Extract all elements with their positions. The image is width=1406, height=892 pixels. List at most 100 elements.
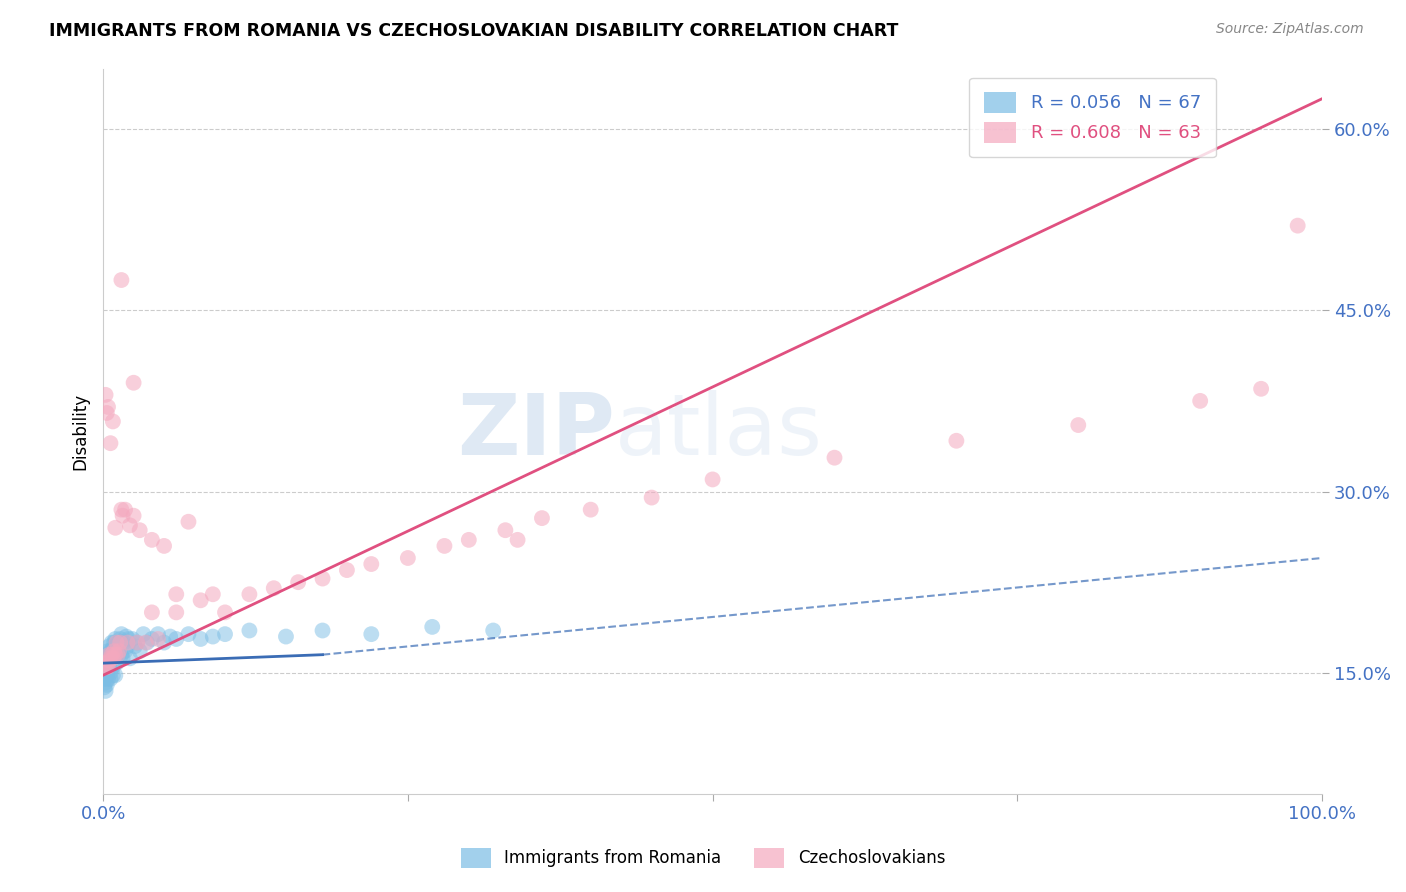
Point: [135, 635, 157, 649]
Point: [128, 644, 150, 658]
Point: [100, 651, 122, 665]
Point: [128, 523, 150, 537]
Point: [98, 660, 121, 674]
Point: [105, 639, 128, 653]
Point: [420, 620, 443, 634]
Point: [238, 587, 260, 601]
Point: [579, 502, 602, 516]
Point: [97, 660, 120, 674]
Point: [482, 624, 505, 638]
Point: [100, 672, 122, 686]
Point: [118, 518, 141, 533]
Point: [101, 641, 124, 656]
Point: [824, 450, 846, 465]
Point: [263, 581, 285, 595]
Point: [100, 644, 122, 658]
Point: [96, 660, 118, 674]
Point: [201, 630, 224, 644]
Point: [97, 672, 120, 686]
Point: [105, 656, 128, 670]
Point: [214, 627, 236, 641]
Point: [117, 639, 139, 653]
Point: [136, 635, 159, 649]
Text: Source: ZipAtlas.com: Source: ZipAtlas.com: [1216, 22, 1364, 37]
Point: [165, 632, 187, 646]
Point: [94, 654, 117, 668]
Point: [117, 635, 139, 649]
Point: [360, 557, 382, 571]
Point: [1189, 393, 1212, 408]
Point: [311, 624, 333, 638]
Point: [98, 654, 121, 668]
Point: [111, 651, 134, 665]
Point: [103, 648, 125, 662]
Point: [110, 273, 132, 287]
Legend: Immigrants from Romania, Czechoslovakians: Immigrants from Romania, Czechoslovakian…: [449, 837, 957, 880]
Point: [153, 539, 176, 553]
Point: [96, 406, 118, 420]
Point: [110, 502, 132, 516]
Point: [122, 508, 145, 523]
Point: [121, 632, 143, 646]
Point: [94, 675, 117, 690]
Point: [104, 668, 127, 682]
Point: [103, 635, 125, 649]
Point: [274, 630, 297, 644]
Point: [457, 533, 479, 547]
Point: [107, 635, 129, 649]
Text: ZIP: ZIP: [457, 390, 614, 473]
Point: [101, 660, 124, 674]
Point: [159, 630, 181, 644]
Point: [165, 606, 187, 620]
Point: [96, 664, 118, 678]
Point: [146, 627, 169, 641]
Point: [98, 639, 121, 653]
Point: [93, 681, 115, 695]
Point: [100, 651, 122, 665]
Point: [702, 472, 724, 486]
Point: [105, 635, 128, 649]
Point: [93, 660, 115, 674]
Point: [104, 632, 127, 646]
Point: [98, 648, 121, 662]
Point: [93, 668, 115, 682]
Point: [640, 491, 662, 505]
Point: [127, 635, 149, 649]
Point: [98, 654, 121, 668]
Point: [94, 656, 117, 670]
Point: [122, 376, 145, 390]
Point: [112, 635, 135, 649]
Point: [118, 632, 141, 646]
Point: [97, 400, 120, 414]
Point: [101, 651, 124, 665]
Point: [93, 672, 115, 686]
Point: [103, 644, 125, 658]
Point: [153, 635, 176, 649]
Point: [96, 668, 118, 682]
Point: [311, 572, 333, 586]
Point: [96, 648, 118, 662]
Point: [110, 648, 132, 662]
Point: [506, 533, 529, 547]
Point: [530, 511, 553, 525]
Point: [1067, 418, 1090, 433]
Point: [101, 414, 124, 428]
Point: [141, 533, 163, 547]
Point: [1286, 219, 1309, 233]
Legend: R = 0.056   N = 67, R = 0.608   N = 63: R = 0.056 N = 67, R = 0.608 N = 63: [970, 78, 1216, 157]
Point: [433, 539, 456, 553]
Point: [141, 606, 163, 620]
Point: [100, 648, 122, 662]
Point: [97, 644, 120, 658]
Point: [108, 635, 131, 649]
Point: [201, 587, 224, 601]
Point: [146, 632, 169, 646]
Point: [107, 648, 129, 662]
Point: [1250, 382, 1272, 396]
Point: [114, 644, 136, 658]
Point: [287, 575, 309, 590]
Text: atlas: atlas: [614, 390, 823, 473]
Point: [115, 630, 138, 644]
Point: [396, 551, 419, 566]
Point: [97, 660, 120, 674]
